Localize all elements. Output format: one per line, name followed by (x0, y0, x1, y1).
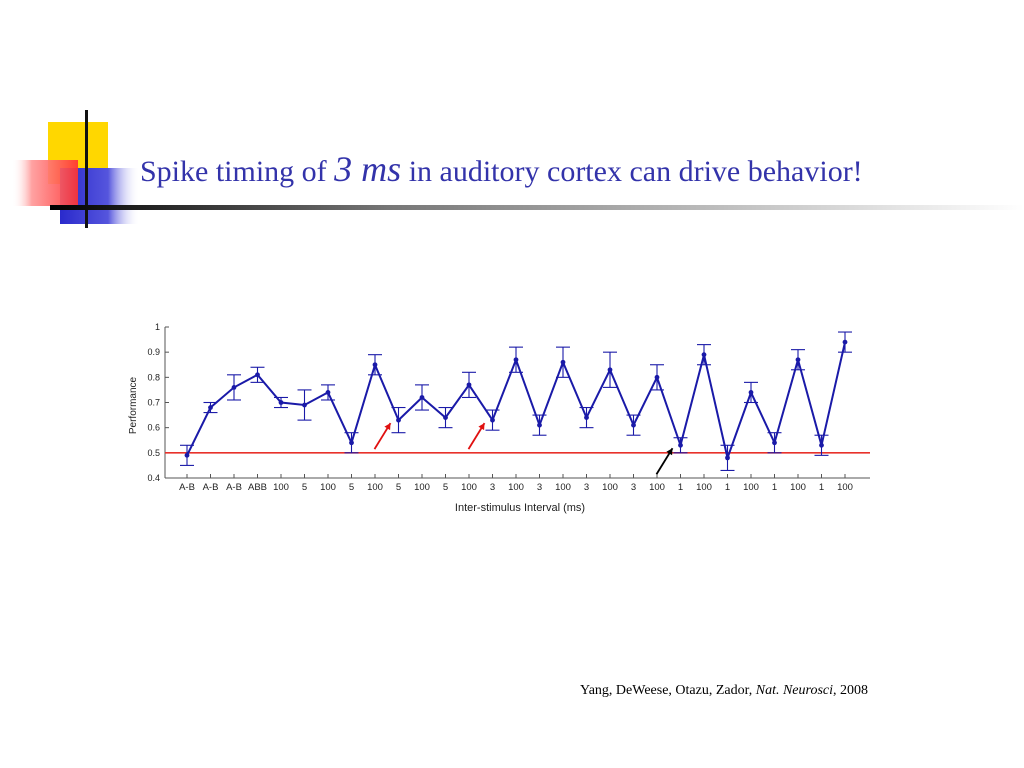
data-point (184, 452, 190, 458)
x-tick-label: 100 (602, 482, 618, 493)
x-axis-label: Inter-stimulus Interval (ms) (455, 502, 585, 514)
x-tick-label: A-B (203, 482, 219, 493)
x-tick-label: A-B (179, 482, 195, 493)
x-tick-label: 100 (649, 482, 665, 493)
x-tick-label: 3 (537, 482, 542, 493)
x-tick-label: 100 (414, 482, 430, 493)
data-point (560, 359, 566, 365)
data-point (701, 352, 707, 358)
data-point (678, 442, 683, 448)
data-point (654, 374, 660, 380)
x-tick-label: 100 (461, 482, 477, 493)
data-point (513, 357, 519, 363)
data-point (349, 440, 354, 446)
x-tick-label: 100 (320, 482, 336, 493)
citation-year: , 2008 (833, 683, 868, 698)
x-tick-label: 5 (396, 482, 401, 493)
y-tick-label: 0.8 (147, 372, 160, 382)
x-tick-label: 100 (273, 482, 289, 493)
data-point (302, 402, 307, 408)
data-point (842, 339, 848, 345)
x-tick-label: 100 (367, 482, 383, 493)
x-tick-label: 5 (349, 482, 354, 493)
y-tick-label: 0.5 (147, 448, 160, 458)
data-point (748, 390, 754, 395)
slide-title: Spike timing of 3 ms in auditory cortex … (140, 148, 863, 191)
x-tick-label: 100 (743, 482, 759, 493)
arrow-head (478, 423, 485, 431)
data-point (208, 405, 213, 410)
red-square (12, 160, 78, 206)
x-tick-label: ABB (248, 482, 267, 493)
arrow-head (384, 423, 391, 431)
data-point (325, 390, 331, 395)
data-point (466, 382, 472, 388)
data-point (372, 362, 378, 368)
data-point (278, 400, 284, 405)
x-tick-label: 100 (508, 482, 524, 493)
y-tick-label: 0.7 (147, 398, 160, 408)
data-point (396, 417, 401, 423)
data-point (725, 455, 730, 461)
title-underline (50, 205, 1024, 210)
citation-authors: Yang, DeWeese, Otazu, Zador, (580, 683, 756, 698)
x-tick-label: 1 (819, 482, 824, 493)
x-tick-label: 3 (584, 482, 589, 493)
annotation-arrow (373, 422, 392, 450)
data-point (255, 372, 260, 378)
data-point (584, 415, 589, 420)
y-tick-label: 1 (155, 322, 160, 332)
x-tick-label: 100 (555, 482, 571, 493)
data-point (772, 440, 777, 446)
title-prefix: Spike timing of (140, 155, 335, 188)
data-point (631, 422, 636, 428)
x-tick-label: 100 (790, 482, 806, 493)
data-point (537, 422, 542, 428)
data-point (419, 395, 425, 400)
annotation-arrow (467, 422, 486, 450)
x-tick-label: 5 (302, 482, 307, 493)
data-point (795, 357, 801, 363)
x-tick-label: 100 (696, 482, 712, 493)
x-tick-label: A-B (226, 482, 242, 493)
y-tick-label: 0.6 (147, 423, 160, 433)
arrow-head (666, 448, 673, 456)
x-tick-label: 1 (725, 482, 730, 493)
data-point (607, 367, 613, 373)
y-tick-label: 0.9 (147, 347, 160, 357)
data-point (443, 415, 448, 420)
x-tick-label: 3 (631, 482, 636, 493)
vertical-rule (85, 110, 88, 228)
citation-journal: Nat. Neurosci (755, 683, 833, 698)
y-axis-label: Performance (128, 376, 139, 434)
data-point (819, 442, 824, 448)
data-point (490, 417, 495, 423)
x-tick-label: 100 (837, 482, 853, 493)
citation: Yang, DeWeese, Otazu, Zador, Nat. Neuros… (580, 683, 868, 699)
x-tick-label: 5 (443, 482, 448, 493)
annotation-arrow (655, 447, 674, 475)
data-point (231, 385, 237, 390)
slide-decoration (12, 110, 1024, 228)
y-tick-label: 0.4 (147, 473, 160, 483)
title-suffix: in auditory cortex can drive behavior! (401, 155, 863, 188)
x-tick-label: 1 (772, 482, 777, 493)
title-emphasis: 3 ms (334, 149, 402, 189)
x-tick-label: 3 (490, 482, 495, 493)
x-tick-label: 1 (678, 482, 683, 493)
